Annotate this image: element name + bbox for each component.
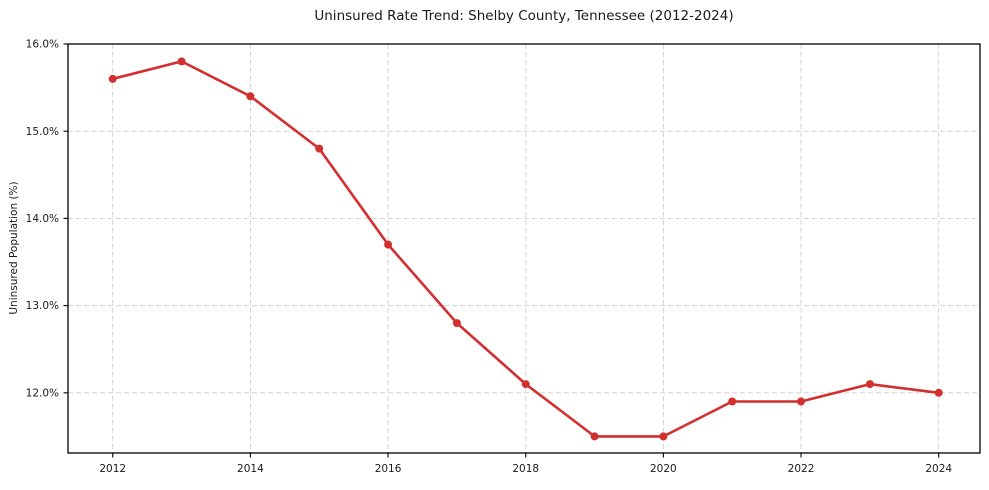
x-tick-label: 2016 [375,463,402,475]
y-tick-label: 12.0% [26,387,59,399]
chart-title: Uninsured Rate Trend: Shelby County, Ten… [314,8,734,24]
data-point-2022 [797,397,805,406]
data-point-2019 [590,432,599,441]
data-point-2018 [521,380,530,389]
y-tick-label: 14.0% [26,213,59,225]
data-point-2017 [452,319,461,328]
x-tick-label: 2024 [925,463,952,475]
data-point-2024 [934,388,943,397]
plot-border [67,43,981,454]
data-point-2013 [177,57,186,66]
data-point-2020 [659,432,668,441]
data-point-2015 [315,144,324,153]
data-point-2023 [865,380,874,389]
x-tick-label: 2018 [512,463,539,475]
data-point-2021 [728,397,737,406]
x-tick-label: 2012 [99,463,126,475]
y-tick-label: 16.0% [26,39,59,51]
x-tick-label: 2020 [650,463,677,475]
x-tick-label: 2014 [237,463,264,475]
y-tick-label: 13.0% [26,300,59,312]
data-point-2014 [246,92,255,101]
x-tick-label: 2022 [788,463,815,475]
data-point-2016 [384,240,393,249]
data-point-2012 [108,74,117,83]
y-tick-label: 15.0% [26,126,59,138]
